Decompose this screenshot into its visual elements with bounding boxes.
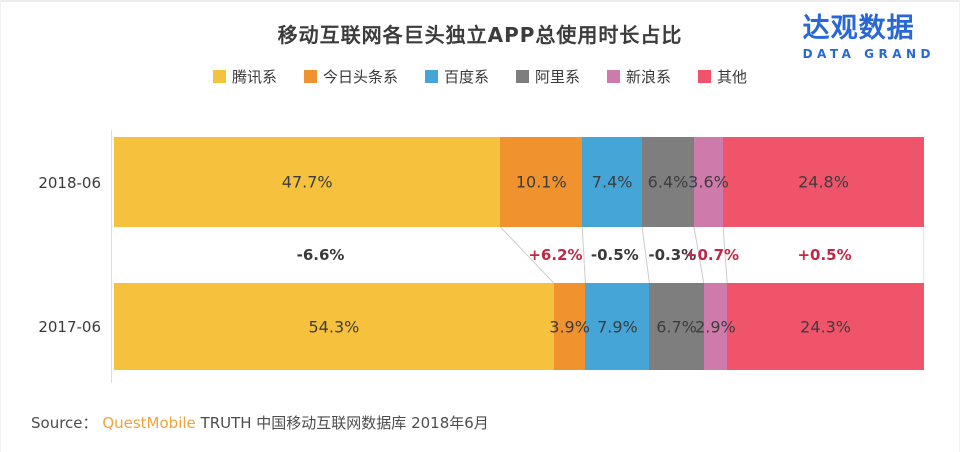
segment-value-label: 54.3% — [308, 317, 360, 336]
connector-line — [500, 227, 555, 283]
legend-label: 其他 — [717, 68, 748, 86]
page-title: 移动互联网各巨头独立APP总使用时长占比 — [277, 23, 683, 47]
bar-segment: 10.1% — [500, 137, 583, 227]
segment-value-label: 10.1% — [515, 172, 567, 192]
legend-item: 新浪系 — [607, 66, 671, 87]
bar-segment: 24.8% — [723, 137, 924, 227]
bar-segment: 6.7% — [649, 283, 704, 370]
legend-item: 其他 — [698, 66, 747, 87]
legend-swatch — [607, 70, 621, 83]
brand-logo: 达观数据 DATA GRAND — [803, 14, 935, 61]
bar-2018-06: 47.7% 10.1% 7.4% 6.4% 3.6% 24.8% — [114, 137, 924, 227]
source-line: Source： QuestMobile TRUTH 中国移动互联网数据库 201… — [31, 412, 489, 433]
delta-band: -6.6% +6.2% -0.5% -0.3% +0.7% +0.5% — [114, 227, 924, 283]
delta-value-label: -0.3% — [648, 246, 697, 264]
connector-line — [722, 227, 728, 283]
legend-label: 新浪系 — [626, 68, 672, 86]
bar-segment: 47.7% — [114, 137, 501, 227]
legend-item: 今日头条系 — [303, 66, 398, 87]
legend-label: 阿里系 — [535, 68, 581, 86]
legend-item: 腾讯系 — [212, 66, 277, 87]
connector-line — [581, 227, 586, 283]
segment-value-label: 2.9% — [695, 317, 736, 336]
bar-segment: 3.9% — [549, 283, 590, 370]
stacked-bar-chart: 47.7% 10.1% 7.4% 6.4% 3.6% 24.8% -6.6% +6.2% -0… — [114, 137, 924, 370]
bar-segment: 6.4% — [642, 137, 694, 227]
segment-value-label: 3.6% — [688, 172, 729, 192]
legend-label: 腾讯系 — [231, 68, 277, 86]
source-prefix: Source： — [31, 414, 98, 432]
legend-swatch — [698, 70, 712, 83]
source-brand: QuestMobile — [102, 414, 196, 432]
segment-value-label: 3.9% — [549, 317, 590, 336]
category-label-2017-06: 2017-06 — [38, 318, 101, 336]
legend-swatch — [212, 70, 226, 83]
bar-segment: 2.9% — [695, 283, 736, 370]
segment-value-label: 7.4% — [591, 172, 633, 192]
legend-swatch — [424, 70, 438, 83]
y-axis-line — [111, 130, 112, 383]
legend-item: 百度系 — [424, 66, 489, 87]
segment-value-label: 24.3% — [800, 317, 851, 336]
brand-logo-chinese: 达观数据 — [802, 13, 915, 44]
delta-value-label: +0.7% — [684, 246, 740, 264]
bar-segment: 7.9% — [585, 283, 650, 370]
delta-value-label: -6.6% — [296, 246, 345, 264]
legend-swatch — [303, 70, 317, 83]
bar-segment: 54.3% — [114, 283, 554, 370]
connector-line — [641, 227, 650, 283]
segment-value-label: 47.7% — [281, 172, 333, 192]
bar-2017-06: 54.3% 3.9% 7.9% 6.7% 2.9% 24.3% — [114, 283, 924, 370]
delta-value-label: +6.2% — [528, 246, 583, 264]
category-label-2018-06: 2018-06 — [38, 174, 101, 192]
segment-value-label: 6.7% — [656, 317, 697, 336]
segment-value-label: 24.8% — [798, 172, 849, 192]
legend-swatch — [516, 70, 529, 83]
segment-value-label: 6.4% — [647, 172, 689, 192]
brand-logo-english: DATA GRAND — [802, 46, 935, 61]
bar-segment: 24.3% — [727, 283, 924, 370]
delta-value-label: -0.5% — [590, 246, 639, 264]
legend-label: 今日头条系 — [322, 68, 398, 86]
chart-legend: 腾讯系 今日头条系 百度系 阿里系 新浪系 其他 — [1, 66, 959, 87]
connector-line — [693, 227, 705, 283]
legend-item: 阿里系 — [516, 66, 580, 87]
legend-label: 百度系 — [443, 68, 489, 86]
segment-value-label: 7.9% — [597, 317, 638, 336]
bar-segment: 7.4% — [582, 137, 643, 227]
source-rest: TRUTH 中国移动互联网数据库 2018年6月 — [195, 414, 489, 432]
bar-segment: 3.6% — [688, 137, 729, 227]
delta-value-label: +0.5% — [797, 246, 852, 264]
connector-lines — [500, 227, 924, 283]
